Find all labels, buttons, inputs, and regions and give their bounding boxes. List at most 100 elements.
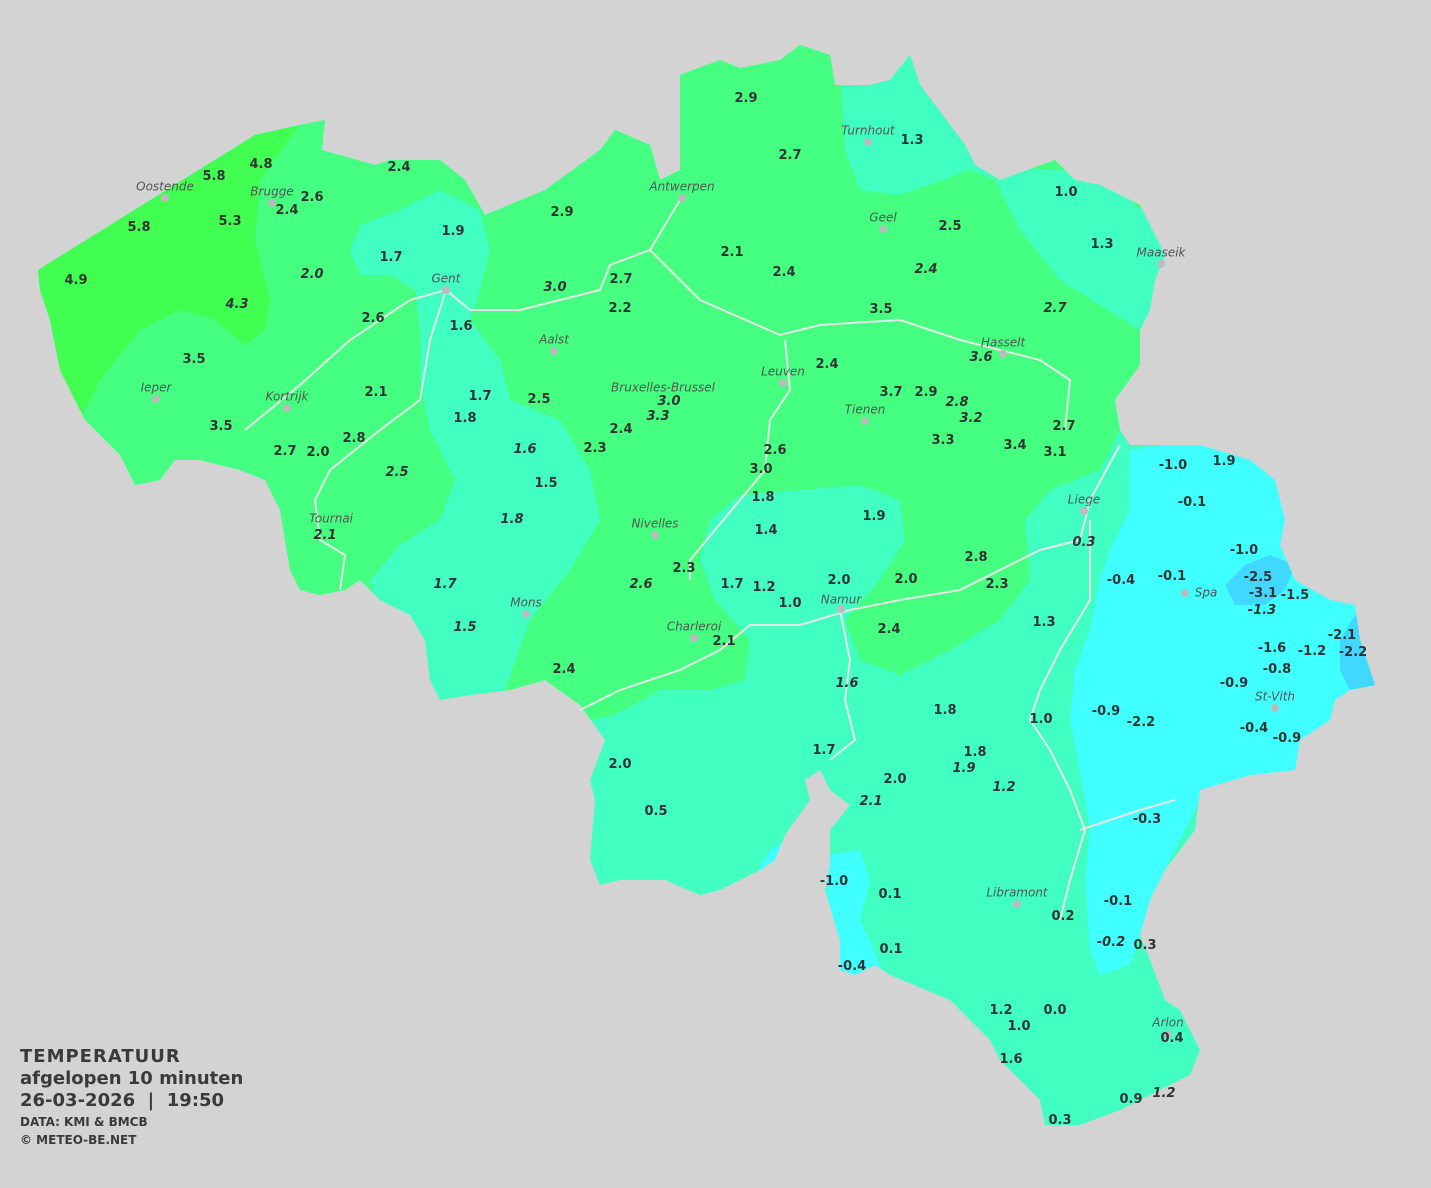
station-temperature: 2.7 (1052, 419, 1076, 434)
station-temperature: 1.6 (449, 319, 473, 334)
station-temperature: 4.3 (225, 297, 249, 312)
station-temperature: 0.1 (879, 942, 903, 957)
station-temperature: -0.1 (1157, 569, 1187, 584)
station-temperature: 5.8 (202, 169, 226, 184)
city-label: St-Vith (1254, 689, 1296, 704)
station-temperature: 1.0 (1054, 185, 1078, 200)
station-temperature: 1.9 (1212, 454, 1236, 469)
city-label: Nivelles (631, 516, 679, 531)
station-temperature: -1.6 (1257, 641, 1287, 656)
city-dot (522, 610, 530, 618)
station-temperature: 3.3 (646, 409, 670, 424)
station-temperature: 2.4 (914, 262, 938, 277)
station-temperature: -1.5 (1280, 588, 1310, 603)
station-temperature: 1.9 (862, 509, 886, 524)
city-label: Bruxelles-Brussel (611, 380, 715, 395)
station-temperature: -2.5 (1243, 570, 1273, 585)
station-temperature: -0.8 (1262, 662, 1292, 677)
city-label: Tournai (308, 511, 354, 526)
station-temperature: 2.6 (763, 443, 787, 458)
station-temperature: 2.4 (609, 422, 633, 437)
station-temperature: -1.0 (1158, 458, 1188, 473)
legend: TEMPERATUUR afgelopen 10 minuten 26-03-2… (20, 1046, 243, 1147)
station-temperature: -3.1 (1248, 586, 1278, 601)
station-temperature: -0.9 (1272, 731, 1302, 746)
station-temperature: 1.2 (752, 580, 776, 595)
city-dot (283, 404, 291, 412)
station-temperature: 2.0 (827, 573, 851, 588)
station-temperature: 3.6 (969, 350, 993, 365)
station-temperature: 1.9 (441, 224, 465, 239)
city-dot (678, 194, 686, 202)
city-dot (442, 286, 450, 294)
station-temperature: 2.9 (550, 205, 574, 220)
station-temperature: 2.7 (609, 272, 633, 287)
station-temperature: -2.2 (1126, 715, 1156, 730)
station-temperature: 1.8 (963, 745, 987, 760)
station-temperature: 3.5 (209, 419, 233, 434)
station-temperature: 0.3 (1048, 1113, 1072, 1128)
city-dot (690, 634, 698, 642)
station-temperature: 0.3 (1072, 535, 1096, 550)
station-temperature: 1.7 (468, 389, 492, 404)
river-line (244, 199, 681, 431)
city-dot (161, 194, 169, 202)
station-temperature: 0.3 (1133, 938, 1157, 953)
station-temperature: 0.4 (1160, 1031, 1184, 1046)
city-dot (1013, 900, 1021, 908)
city-label: Mons (510, 595, 542, 610)
station-temperature: 1.2 (989, 1003, 1013, 1018)
city-label: Spa (1194, 585, 1218, 600)
river-line (579, 444, 1121, 711)
station-temperature: 4.9 (64, 273, 88, 288)
station-temperature: 2.0 (300, 267, 324, 282)
city-dot (837, 605, 845, 613)
station-temperature: 1.8 (933, 703, 957, 718)
station-temperature: 1.2 (992, 780, 1016, 795)
station-temperature: 1.4 (754, 523, 778, 538)
city-dot (152, 395, 160, 403)
station-temperature: 0.9 (1119, 1092, 1143, 1107)
station-temperature: -0.1 (1177, 495, 1207, 510)
station-temperature: 2.3 (672, 561, 696, 576)
station-temperature: -2.1 (1327, 628, 1357, 643)
station-temperature: 2.4 (552, 662, 576, 677)
zone-teal-northeast (840, 45, 1180, 330)
station-temperature: 1.8 (751, 490, 775, 505)
city-dot (1157, 260, 1165, 268)
city-dot (651, 531, 659, 539)
city-dot (550, 347, 558, 355)
legend-datetime: 26-03-2026 | 19:50 (20, 1090, 225, 1111)
city-dot (879, 225, 887, 233)
city-label: Maaseik (1136, 245, 1186, 260)
station-temperature: -0.4 (837, 959, 867, 974)
station-temperature: 2.1 (712, 634, 736, 649)
city-dot (1164, 1030, 1172, 1038)
station-temperature: 2.6 (361, 311, 385, 326)
station-temperature: 5.8 (127, 220, 151, 235)
zone-bright-green (38, 110, 310, 420)
station-temperature: 1.2 (1152, 1086, 1176, 1101)
station-temperature: 3.2 (959, 411, 983, 426)
station-temperature: 2.5 (385, 465, 409, 480)
station-temperature: 1.7 (720, 577, 744, 592)
city-dot (864, 138, 872, 146)
station-temperature: -0.1 (1103, 894, 1133, 909)
station-temperature: 1.0 (1029, 712, 1053, 727)
station-temperature: 0.2 (1051, 909, 1075, 924)
station-temperature: 5.3 (218, 214, 242, 229)
station-temperature: -0.4 (1106, 573, 1136, 588)
city-dot (999, 350, 1007, 358)
station-temperature: 3.0 (543, 280, 567, 295)
station-temperature: 1.7 (812, 743, 836, 758)
legend-copyright: © METEO-BE.NET (20, 1133, 137, 1147)
station-temperature: -1.0 (819, 874, 849, 889)
station-temperature: 2.8 (945, 395, 969, 410)
station-temperature: 1.6 (999, 1052, 1023, 1067)
station-temperature: 2.4 (877, 622, 901, 637)
city-label: Oostende (136, 179, 194, 194)
station-temperature: 1.7 (433, 577, 457, 592)
river-line (1079, 799, 1176, 831)
station-temperature: 2.0 (883, 772, 907, 787)
station-temperature: 2.1 (859, 794, 883, 809)
